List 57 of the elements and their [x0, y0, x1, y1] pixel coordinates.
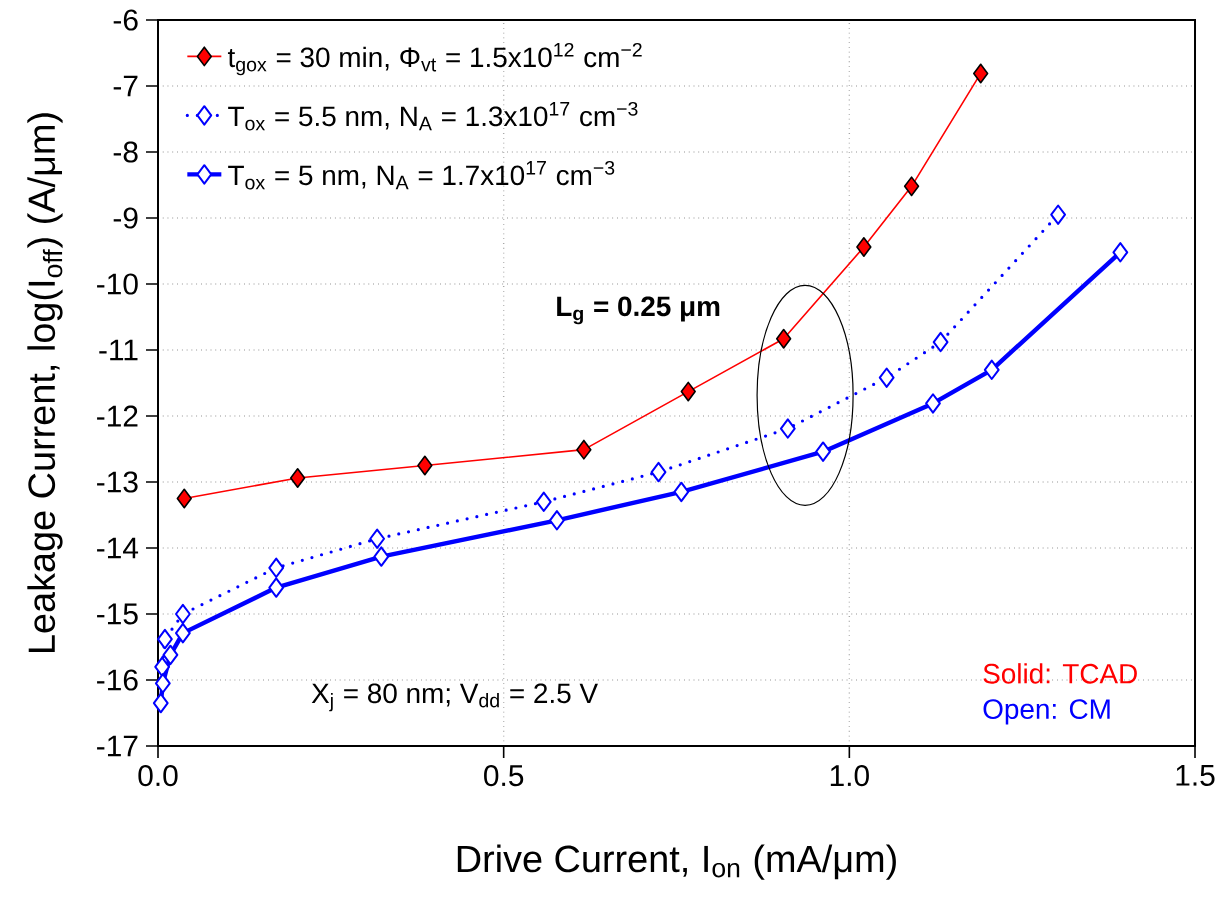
point	[903, 176, 920, 197]
point	[152, 692, 169, 714]
annotation: L$_{g}$ = 0.25 μm	[557, 296, 720, 325]
point	[157, 628, 173, 650]
point	[549, 510, 565, 531]
point	[1112, 242, 1129, 263]
y-tick-label: -12	[97, 405, 138, 427]
legend-label: T$_{ox}$ = 5.5 nm, N$_{A}$ = 1.3x10$^{17}$ cm$^{−3}$	[228, 101, 638, 131]
point	[535, 491, 552, 512]
point	[369, 528, 386, 549]
point	[932, 331, 949, 353]
point	[154, 656, 171, 677]
point	[576, 439, 592, 460]
point	[775, 328, 792, 349]
point	[176, 488, 192, 509]
annotation: Solid: TCAD	[983, 663, 1137, 684]
x-tick-label: 0.0	[138, 765, 178, 787]
annotation: X$_{j}$ = 80 nm; V$_{dd}$ = 2.5 V	[311, 683, 598, 712]
point	[925, 393, 941, 414]
point	[973, 63, 989, 84]
y-tick-label: -7	[113, 75, 138, 97]
point	[680, 381, 696, 402]
point	[878, 367, 895, 388]
y-tick-label: -6	[113, 9, 138, 31]
point	[856, 237, 872, 258]
y-tick-label: -8	[113, 141, 138, 163]
annotation: Open: CM	[983, 699, 1110, 725]
point	[154, 673, 171, 694]
point	[289, 468, 306, 489]
point	[673, 481, 690, 503]
y-tick-label: -11	[99, 339, 138, 361]
x-axis-title: Drive Current, I$_{on}$ (mA/μm)	[457, 844, 896, 880]
legend-label: T$_{ox}$ = 5 nm, N$_{A}$ = 1.7x10$^{17}$ cm$^{−3}$	[228, 160, 615, 190]
x-tick-label: 1.5	[1176, 765, 1215, 786]
point	[268, 577, 285, 598]
x-tick-label: 1.0	[830, 765, 869, 787]
y-tick-label: -10	[97, 273, 138, 295]
point	[373, 546, 390, 567]
y-tick-label: -13	[97, 471, 138, 493]
point	[815, 441, 831, 462]
y-axis-title: Leakage Current, log(I$_{off}$) (A/μm)	[27, 113, 63, 652]
point	[174, 603, 191, 625]
y-tick-label: -17	[97, 735, 138, 757]
point	[1050, 204, 1067, 225]
y-tick-label: -14	[97, 537, 139, 559]
point	[162, 644, 179, 666]
point	[417, 455, 433, 476]
legend-label: t$_{gox}$ = 30 min, Φ$_{vt}$ = 1.5x10$^{12}$ cm$^{−2}$	[227, 42, 642, 76]
point	[268, 557, 285, 578]
x-tick-label: 0.5	[484, 765, 524, 787]
y-tick-label: -9	[113, 207, 138, 229]
y-tick-label: -15	[97, 603, 138, 625]
point	[983, 359, 1000, 380]
point	[174, 622, 191, 644]
point	[650, 461, 667, 483]
y-tick-label: -16	[97, 669, 138, 691]
point	[779, 418, 796, 439]
